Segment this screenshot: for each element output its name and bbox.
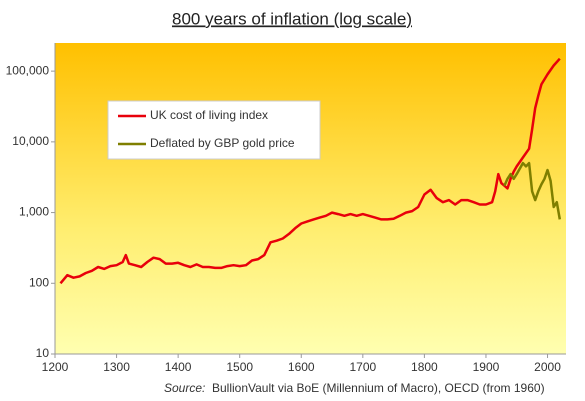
y-tick-label: 1,000 <box>19 205 49 219</box>
plot-area <box>55 43 566 354</box>
x-tick-label: 1600 <box>288 360 315 374</box>
source-label: Source: <box>164 381 205 395</box>
legend-label: Deflated by GBP gold price <box>150 136 295 150</box>
x-tick-label: 1300 <box>103 360 130 374</box>
x-tick-label: 1700 <box>349 360 376 374</box>
x-tick-label: 1900 <box>473 360 500 374</box>
x-tick-label: 1800 <box>411 360 438 374</box>
y-tick-label: 10,000 <box>12 134 49 148</box>
x-tick-label: 2000 <box>534 360 561 374</box>
y-tick-label: 10 <box>36 346 50 360</box>
y-tick-label: 100,000 <box>6 63 50 77</box>
legend-label: UK cost of living index <box>150 108 268 122</box>
x-tick-label: 1500 <box>226 360 253 374</box>
x-tick-label: 1200 <box>42 360 69 374</box>
y-tick-label: 100 <box>29 275 49 289</box>
legend-box <box>107 100 321 160</box>
source: BullionVault via BoE (Millennium of Macr… <box>212 381 545 395</box>
series-line <box>503 161 562 220</box>
x-tick-label: 1400 <box>165 360 192 374</box>
series-line <box>59 57 561 285</box>
chart-title: 800 years of inflation (log scale) <box>172 9 412 28</box>
